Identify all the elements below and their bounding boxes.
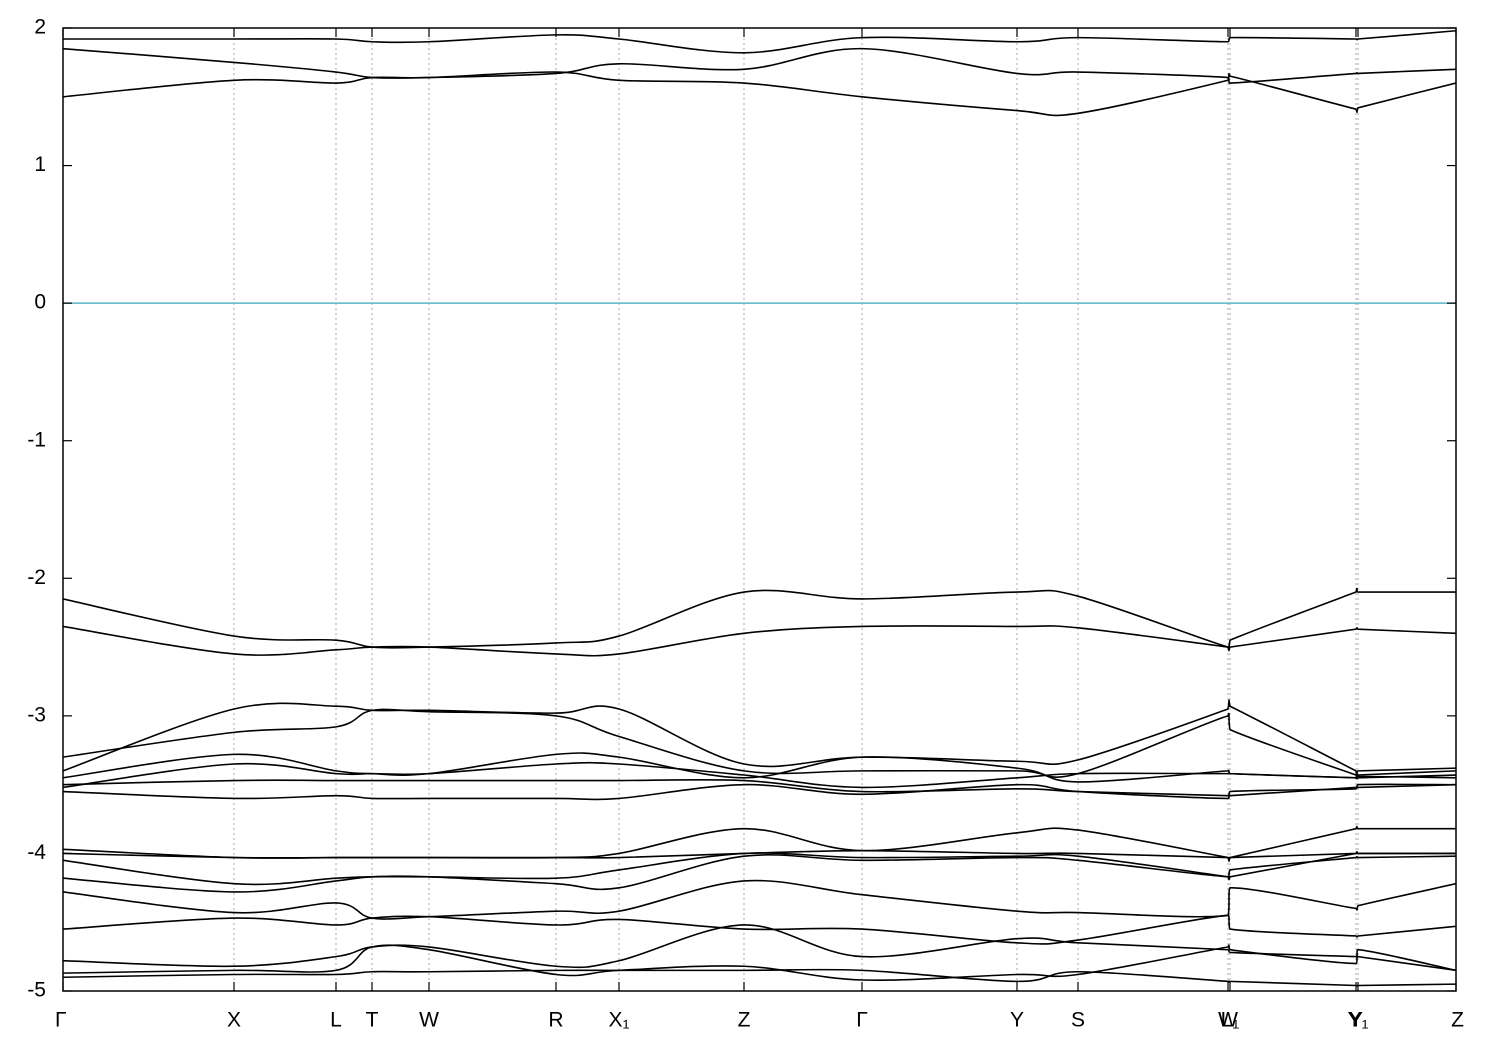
- x-tick-label: Z: [738, 1009, 751, 1032]
- band: [63, 879, 1456, 920]
- x-tick-label: X₁: [608, 1009, 629, 1032]
- band: [63, 825, 1456, 862]
- x-tick-label: Y₁: [1347, 1009, 1368, 1032]
- y-tick-label: -1: [27, 428, 46, 451]
- band: [63, 783, 1456, 801]
- x-tick-label: T: [366, 1009, 379, 1032]
- x-tick-label: W: [419, 1009, 439, 1032]
- band: [63, 708, 1456, 780]
- band: [63, 752, 1456, 783]
- x-tick-label: Y: [1010, 1009, 1024, 1032]
- band: [63, 625, 1456, 657]
- x-tick-label: Z: [1451, 1009, 1464, 1032]
- band: [63, 587, 1456, 652]
- band: [63, 914, 1456, 945]
- y-tick-label: 0: [34, 291, 46, 314]
- band: [63, 848, 1456, 859]
- band: [63, 47, 1456, 84]
- y-tick-label: 1: [34, 153, 46, 176]
- x-tick-label: W: [1218, 1009, 1238, 1032]
- band: [63, 71, 1456, 117]
- bands: [63, 29, 1456, 987]
- x-tick-label: Y: [1349, 1009, 1363, 1032]
- band: [63, 854, 1456, 893]
- y-tick-label: -5: [27, 979, 46, 1002]
- x-tick-label: R: [548, 1009, 563, 1032]
- band: [63, 850, 1456, 886]
- plot-frame: [62, 27, 1457, 992]
- band: [63, 944, 1456, 981]
- band: [63, 924, 1456, 972]
- x-tick-label: L: [330, 1009, 342, 1032]
- x-tick-label: L₁: [1221, 1009, 1240, 1032]
- y-tick-label: -4: [27, 841, 46, 864]
- x-tick-label: Γ: [856, 1009, 868, 1032]
- y-tick-label: -2: [27, 566, 46, 589]
- x-tick-label: S: [1071, 1009, 1085, 1032]
- x-tick-label: Γ: [55, 1009, 67, 1032]
- band: [63, 968, 1456, 987]
- y-tick-label: -3: [27, 703, 46, 726]
- band: [63, 778, 1456, 798]
- y-tick-label: 2: [34, 16, 46, 39]
- band: [63, 699, 1456, 777]
- band: [63, 761, 1456, 789]
- x-tick-label: X: [227, 1009, 241, 1032]
- band: [63, 29, 1456, 54]
- grid: [62, 28, 1457, 991]
